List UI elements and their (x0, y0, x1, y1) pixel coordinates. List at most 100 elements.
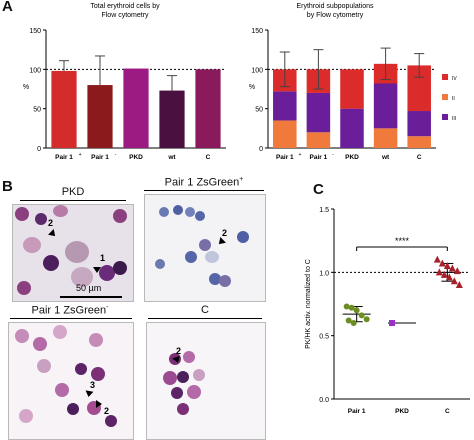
chart-title: Flow cytometry (101, 12, 149, 19)
y-tick-label: 100 (251, 67, 263, 74)
data-point (455, 281, 463, 288)
title-underline (144, 190, 264, 191)
y-tick-label: 150 (251, 28, 263, 35)
micrograph-pair1-zsgreen-plus: Pair 1 ZsGreen+ 2 (142, 176, 266, 302)
data-point (450, 277, 458, 285)
stacked-bar-segment (306, 92, 331, 133)
data-point (358, 312, 365, 319)
chart-title: Total erythroid cells by (90, 3, 160, 10)
x-tick-label: PKD (129, 154, 143, 161)
data-point (343, 303, 350, 310)
stacked-bar-segment (373, 83, 398, 129)
bar (159, 90, 185, 148)
legend-swatch (442, 114, 448, 120)
micrograph-title: PKD (61, 186, 85, 198)
panel-label-b: B (2, 178, 13, 195)
data-point (350, 320, 357, 326)
legend-swatch (442, 94, 448, 100)
data-point (445, 273, 453, 281)
x-tick-label: wt (381, 154, 390, 161)
x-tick-label: PKD (345, 154, 359, 161)
panel-label-c: C (313, 181, 324, 198)
micrograph-image (144, 194, 266, 302)
y-axis-label: PK/HK activ. normalized to C (305, 259, 312, 349)
x-tick-label: PKD (395, 408, 409, 415)
y-tick-label: 1.0 (319, 270, 329, 277)
y-axis-label: % (249, 84, 255, 91)
micrograph-control: C 2 (144, 304, 266, 440)
data-point (345, 317, 352, 324)
y-axis-label: % (23, 84, 29, 91)
scale-bar (60, 296, 122, 298)
micrograph-pkd: PKD 2 1 50 µm (12, 186, 134, 302)
x-tick-sign: + (299, 152, 302, 158)
legend-swatch (442, 74, 448, 80)
legend-label: III (452, 116, 456, 122)
stacked-bar-segment (306, 132, 331, 148)
y-tick-label: 100 (29, 67, 41, 74)
data-point (433, 255, 441, 263)
y-tick-label: 50 (255, 107, 263, 114)
bar (123, 68, 149, 148)
x-tick-sign: - (332, 152, 334, 158)
arrow-icon (84, 390, 94, 398)
data-point (438, 259, 446, 267)
micrograph-pair1-zsgreen-minus: Pair 1 ZsGreen- 3 2 (6, 304, 134, 440)
significance-label: **** (395, 236, 410, 246)
stacked-bar-segment (273, 91, 297, 121)
data-point (443, 262, 451, 269)
x-tick-label: Pair 1 (276, 154, 294, 161)
stacked-bar-segment (340, 69, 364, 109)
arrow-label: 2 (222, 228, 228, 238)
y-tick-label: 150 (29, 28, 41, 35)
legend-label: II (452, 96, 455, 102)
x-tick-label: C (206, 154, 211, 161)
y-tick-label: 50 (33, 107, 41, 114)
x-tick-label: C (417, 154, 422, 161)
data-point (353, 307, 360, 314)
total-erythroid-bar-chart: Total erythroid cells by Flow cytometry 0 5… (23, 3, 226, 161)
data-point (440, 270, 448, 278)
y-tick-label: 0 (37, 146, 41, 153)
micrograph-image (146, 322, 266, 440)
micrograph-image (8, 322, 134, 440)
micrograph-title: Pair 1 ZsGreen+ (164, 176, 244, 189)
bar (195, 69, 221, 148)
title-underline (10, 318, 132, 319)
arrow-label: 2 (176, 346, 182, 356)
x-tick-label: C (445, 408, 450, 415)
micrograph-title: Pair 1 ZsGreen- (31, 304, 109, 317)
data-point (389, 320, 395, 326)
stacked-bar-segment (407, 136, 431, 148)
x-tick-label: Pair 1 (91, 154, 109, 161)
x-tick-label: wt (167, 154, 176, 161)
y-tick-label: 0.5 (319, 334, 329, 341)
data-point (435, 268, 443, 276)
bar (87, 85, 113, 148)
chart-title: Erythroid subpopulations (296, 3, 374, 10)
data-point (448, 264, 456, 272)
y-tick-label: 1.5 (319, 207, 329, 214)
y-tick-label: 0.0 (319, 397, 329, 404)
panel-label-a: A (2, 0, 13, 15)
x-tick-label: Pair 1 (348, 408, 366, 415)
stacked-bar-segment (407, 65, 431, 112)
x-tick-sign: + (79, 152, 82, 158)
legend-label: IV (452, 76, 457, 82)
arrow-label: 1 (100, 253, 106, 263)
micrograph-title: C (201, 304, 209, 316)
pk-hk-activity-scatter-chart: 0.0 0.5 1.0 1.5 PK/HK activ. normalized to C… (305, 207, 470, 415)
arrow-icon (96, 400, 102, 408)
data-point (363, 316, 370, 323)
data-point (453, 267, 461, 275)
arrow-label: 2 (104, 406, 110, 416)
title-underline (148, 318, 262, 319)
x-tick-sign: - (115, 152, 117, 158)
scale-bar-label: 50 µm (76, 283, 102, 293)
erythroid-subpopulations-stacked-chart: Erythroid subpopulations by Flow cytometr… (249, 3, 458, 161)
arrow-label: 2 (48, 218, 54, 228)
stacked-bar-segment (340, 108, 364, 148)
y-tick-label: 0 (259, 146, 263, 153)
arrow-icon (93, 267, 101, 273)
title-underline (20, 200, 126, 201)
